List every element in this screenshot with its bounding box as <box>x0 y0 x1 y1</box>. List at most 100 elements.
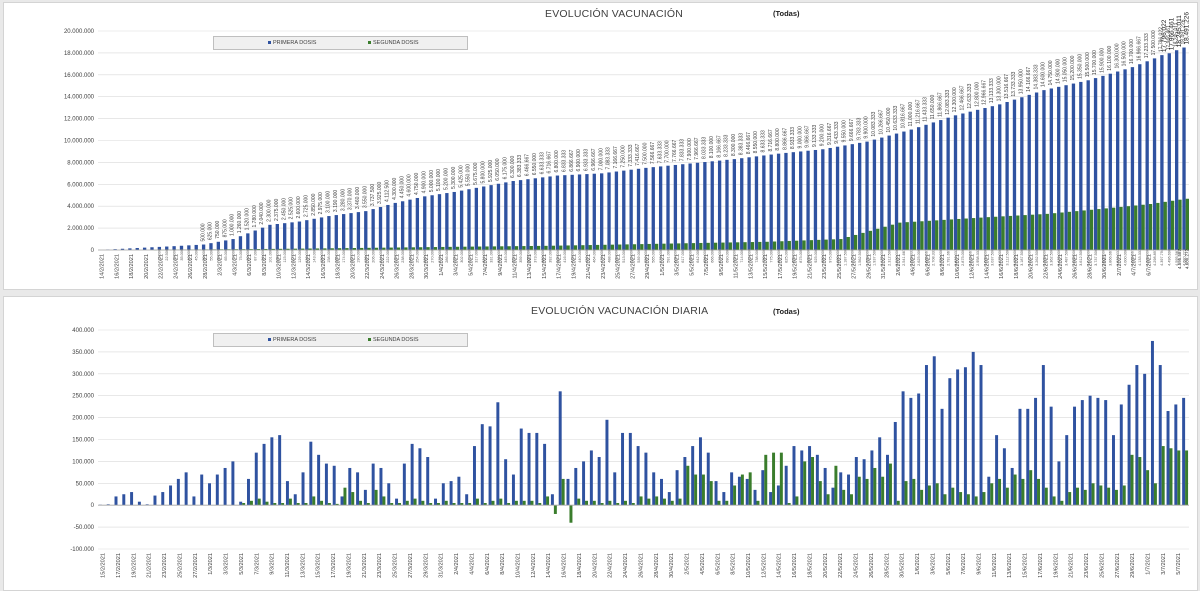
data-label-segunda: 2.583.333 <box>910 249 914 266</box>
bar-segunda-dosis <box>271 248 275 250</box>
data-label-segunda: 800.000 <box>777 249 781 263</box>
x-tick-label: 4/7/2021 <box>1132 254 1138 276</box>
x-tick-label: 14/3/2021 <box>306 254 312 279</box>
data-label-segunda: 3.262.500 <box>1035 249 1039 266</box>
bar-primera-dosis <box>231 239 235 250</box>
bar-primera-dosis <box>894 133 899 250</box>
data-label-primera: 11.433.333 <box>923 97 929 122</box>
x-tick-label: 3/6/2021 <box>930 553 936 575</box>
bar-segunda-dosis <box>1016 215 1020 250</box>
x-tick-label: 8/6/2021 <box>940 254 946 276</box>
data-label-primera: 16.500.000 <box>1122 41 1128 66</box>
bar-segunda-dosis <box>1068 492 1072 506</box>
bar-primera-dosis <box>636 446 640 506</box>
data-label-primera: 12.083.333 <box>945 89 951 114</box>
x-tick-label: 14/6/2021 <box>984 254 990 279</box>
bar-primera-dosis <box>622 170 626 250</box>
bar-primera-dosis <box>725 159 729 250</box>
data-label-primera: 5.550.000 <box>466 164 472 186</box>
data-label-segunda: 352.000 <box>512 249 516 263</box>
bar-primera-dosis <box>192 496 196 506</box>
data-label-primera: 11.216.667 <box>915 99 921 124</box>
bar-primera-dosis <box>592 173 596 250</box>
data-label-segunda: 654.000 <box>703 249 707 263</box>
bar-segunda-dosis <box>301 248 305 250</box>
data-label-segunda: 488.000 <box>607 249 611 263</box>
x-tick-label: 15/6/2021 <box>1023 553 1029 578</box>
bar-primera-dosis <box>932 356 936 506</box>
bar-primera-dosis <box>1093 78 1098 251</box>
end-value-label: 17.796.022 <box>1161 19 1168 52</box>
data-label-primera: 6.866.667 <box>569 149 575 171</box>
bar-segunda-dosis <box>898 222 902 250</box>
bar-primera-dosis <box>691 446 695 506</box>
bar-segunda-dosis <box>1021 478 1025 506</box>
data-label-segunda: 2.750.000 <box>939 249 943 266</box>
bar-primera-dosis <box>948 378 952 506</box>
bar-primera-dosis <box>607 172 611 250</box>
bar-segunda-dosis <box>920 221 924 250</box>
cumulative-bar-chart: 0 2.000.000 4.000.000 6.000.000 8.000.000 10.… <box>64 12 1190 279</box>
x-tick-label: 29/5/2021 <box>866 254 872 279</box>
bar-segunda-dosis <box>1169 448 1173 506</box>
bar-primera-dosis <box>122 494 126 506</box>
bar-segunda-dosis <box>304 503 308 506</box>
bar-segunda-dosis <box>485 246 489 250</box>
bar-segunda-dosis <box>846 236 850 250</box>
bar-primera-dosis <box>961 113 965 251</box>
bar-segunda-dosis <box>396 247 401 250</box>
bar-primera-dosis <box>968 111 972 250</box>
data-label-segunda: 539.000 <box>637 249 641 263</box>
bar-segunda-dosis <box>1076 487 1079 506</box>
bar-segunda-dosis <box>529 245 533 250</box>
data-label-segunda: 15.000 <box>158 249 162 261</box>
x-tick-label: 20/2/2021 <box>144 254 150 279</box>
bar-segunda-dosis <box>1185 198 1189 250</box>
bar-primera-dosis <box>327 216 331 250</box>
bar-primera-dosis <box>106 504 110 506</box>
bar-segunda-dosis <box>265 501 269 506</box>
data-label-primera: 14.750.000 <box>1048 60 1054 85</box>
bar-primera-dosis <box>1138 64 1142 250</box>
data-label-segunda: 50.000 <box>202 249 206 261</box>
bar-primera-dosis <box>550 494 554 506</box>
data-label-primera: 10.633.333 <box>893 105 899 130</box>
y-tick-label: 12.000.000 <box>64 117 95 123</box>
x-tick-label: 26/3/2021 <box>395 254 401 279</box>
filter-label[interactable]: (Todas) <box>773 307 800 316</box>
data-label-segunda: 101.000 <box>268 249 272 263</box>
bars <box>98 340 1189 523</box>
bar-primera-dosis <box>886 454 889 506</box>
data-label-segunda: 3.000.000 <box>983 249 987 266</box>
bar-primera-dosis <box>223 467 227 506</box>
data-label-primera: 8.633.333 <box>761 130 767 152</box>
bar-segunda-dosis <box>293 248 298 250</box>
data-label-segunda: 975.000 <box>829 249 833 263</box>
bars: 15.000 22.500 30.000 35.000 40.000 45.000 500.… <box>106 19 1189 266</box>
x-tick-label: 22/2/2021 <box>159 254 165 279</box>
filter-label[interactable]: (Todas) <box>773 9 800 18</box>
x-tick-label: 17/6/2021 <box>1038 553 1044 578</box>
data-label-primera: 3.550.000 <box>362 186 368 208</box>
x-tick-label: 23/5/2021 <box>822 254 828 279</box>
bar-segunda-dosis <box>352 248 357 250</box>
data-label-primera: 15.900.000 <box>1100 48 1106 73</box>
bar-primera-dosis <box>776 485 780 506</box>
data-label-segunda: 190.000 <box>357 249 361 263</box>
data-label-segunda: 464.000 <box>593 249 597 263</box>
data-label-primera: 8.866.667 <box>783 127 789 149</box>
bar-segunda-dosis <box>670 500 674 506</box>
bar-primera-dosis <box>902 131 906 250</box>
bar-primera-dosis <box>745 478 749 506</box>
data-label-segunda: 900.000 <box>806 249 810 263</box>
data-label-primera: 8.166.667 <box>716 135 722 157</box>
bar-primera-dosis <box>356 472 360 506</box>
data-label-segunda: 4.680.272 <box>1182 249 1186 266</box>
data-label-primera: 6.300.000 <box>510 156 516 178</box>
bar-primera-dosis <box>1005 101 1009 251</box>
bar-primera-dosis <box>613 472 617 506</box>
data-label-segunda: 2.875.000 <box>961 249 965 266</box>
bar-segunda-dosis <box>1037 478 1041 506</box>
x-tick-label: 12/5/2021 <box>761 553 767 578</box>
bar-segunda-dosis <box>330 248 334 250</box>
